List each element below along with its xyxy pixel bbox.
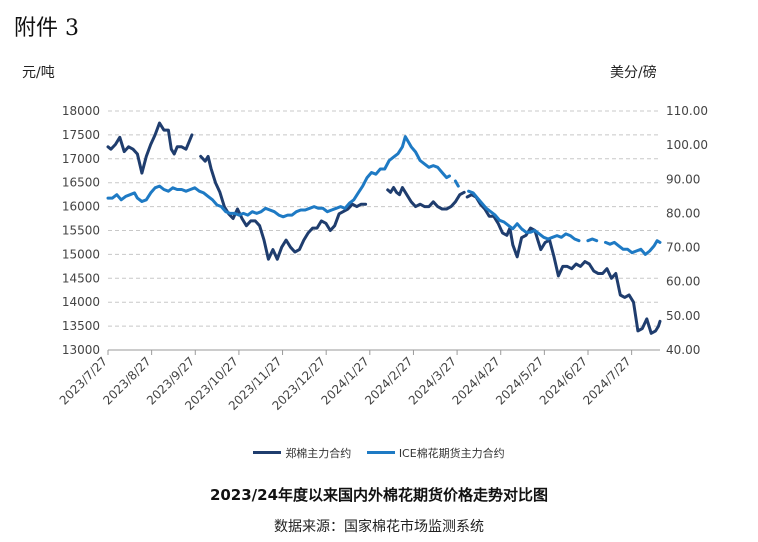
y-right-tick-label: 90.00 bbox=[666, 172, 700, 186]
series-line-ice bbox=[586, 237, 599, 243]
y-right-tick-label: 110.00 bbox=[666, 104, 708, 118]
series-line-ice bbox=[453, 179, 460, 188]
legend-swatch-zce bbox=[253, 451, 282, 454]
legend-swatch-ice bbox=[366, 451, 395, 454]
y-left-tick-label: 14500 bbox=[62, 271, 100, 285]
series-line-ice bbox=[604, 239, 662, 256]
y-left-tick-label: 16000 bbox=[62, 200, 100, 214]
y-left-tick-label: 13500 bbox=[62, 319, 100, 333]
y-left-tick-label: 15000 bbox=[62, 247, 100, 261]
y-right-tick-label: 100.00 bbox=[666, 138, 708, 152]
y-left-tick-label: 18000 bbox=[62, 104, 100, 118]
chart-title: 2023/24年度以来国内外棉花期货价格走势对比图 bbox=[209, 486, 549, 504]
series-line-zce bbox=[106, 121, 194, 175]
series-line-ice bbox=[106, 135, 451, 219]
legend-label-ice: ICE棉花期货主力合约 bbox=[398, 446, 505, 460]
series-line-ice bbox=[467, 189, 581, 243]
y-left-tick-label: 13000 bbox=[62, 343, 100, 357]
y-right-tick-label: 60.00 bbox=[666, 275, 700, 289]
data-source: 数据来源：国家棉花市场监测系统 bbox=[274, 519, 484, 535]
y-left-tick-label: 15500 bbox=[62, 224, 100, 238]
series-line-zce bbox=[465, 193, 662, 335]
attachment-label: 附件 3 bbox=[14, 16, 79, 41]
series-line-zce bbox=[199, 154, 368, 261]
right-axis-unit: 美分/磅 bbox=[610, 65, 657, 81]
legend: 郑棉主力合约 ICE棉花期货主力合约 bbox=[0, 444, 758, 461]
y-right-tick-label: 70.00 bbox=[666, 241, 700, 255]
y-left-tick-label: 17000 bbox=[62, 152, 100, 166]
y-right-tick-label: 50.00 bbox=[666, 309, 700, 323]
legend-item-ice: ICE棉花期货主力合约 bbox=[366, 445, 505, 461]
x-tick-label: 2024/7/27 bbox=[580, 354, 633, 407]
legend-item-zce: 郑棉主力合约 bbox=[253, 445, 351, 461]
left-axis-unit: 元/吨 bbox=[22, 65, 55, 81]
y-right-tick-label: 80.00 bbox=[666, 206, 700, 220]
y-right-tick-label: 40.00 bbox=[666, 343, 700, 357]
y-left-tick-label: 17500 bbox=[62, 128, 100, 142]
y-left-tick-label: 14000 bbox=[62, 295, 100, 309]
legend-label-zce: 郑棉主力合约 bbox=[285, 446, 352, 460]
series-line-zce bbox=[386, 186, 466, 211]
y-left-tick-label: 16500 bbox=[62, 176, 100, 190]
